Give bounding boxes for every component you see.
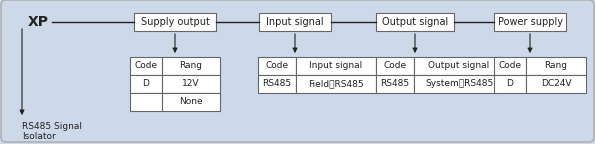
- Bar: [162, 57, 220, 75]
- Bar: [494, 75, 526, 93]
- Text: D: D: [143, 79, 149, 89]
- Text: D: D: [506, 79, 513, 89]
- Bar: [130, 93, 162, 111]
- Text: Rang: Rang: [180, 61, 202, 71]
- Text: Code: Code: [134, 61, 158, 71]
- Text: Supply output: Supply output: [140, 17, 209, 27]
- Bar: [162, 75, 220, 93]
- Bar: [162, 93, 220, 111]
- Bar: [526, 57, 586, 75]
- Text: Output signal: Output signal: [382, 17, 448, 27]
- Bar: [414, 75, 504, 93]
- Text: Code: Code: [499, 61, 522, 71]
- Bar: [258, 57, 296, 75]
- Text: DC24V: DC24V: [541, 79, 571, 89]
- Bar: [134, 13, 216, 31]
- Text: None: None: [179, 97, 203, 107]
- Text: System．RS485: System．RS485: [425, 79, 493, 89]
- Text: Field．RS485: Field．RS485: [308, 79, 364, 89]
- Text: RS485 Signal
Isolator: RS485 Signal Isolator: [22, 122, 82, 141]
- Text: XP: XP: [27, 15, 49, 29]
- Text: Power supply: Power supply: [497, 17, 562, 27]
- Text: Input signal: Input signal: [309, 61, 362, 71]
- Bar: [414, 57, 504, 75]
- Text: Code: Code: [265, 61, 289, 71]
- Text: Rang: Rang: [544, 61, 568, 71]
- Bar: [296, 57, 376, 75]
- Text: 12V: 12V: [182, 79, 200, 89]
- Bar: [130, 75, 162, 93]
- Bar: [494, 57, 526, 75]
- Bar: [376, 57, 414, 75]
- Text: Code: Code: [383, 61, 406, 71]
- Text: RS485: RS485: [262, 79, 292, 89]
- Bar: [376, 75, 414, 93]
- Bar: [259, 13, 331, 31]
- Bar: [296, 75, 376, 93]
- Text: Output signal: Output signal: [428, 61, 490, 71]
- Bar: [258, 75, 296, 93]
- Text: RS485: RS485: [380, 79, 409, 89]
- Bar: [526, 75, 586, 93]
- Bar: [494, 13, 566, 31]
- Bar: [376, 13, 454, 31]
- Text: Input signal: Input signal: [266, 17, 324, 27]
- Bar: [130, 57, 162, 75]
